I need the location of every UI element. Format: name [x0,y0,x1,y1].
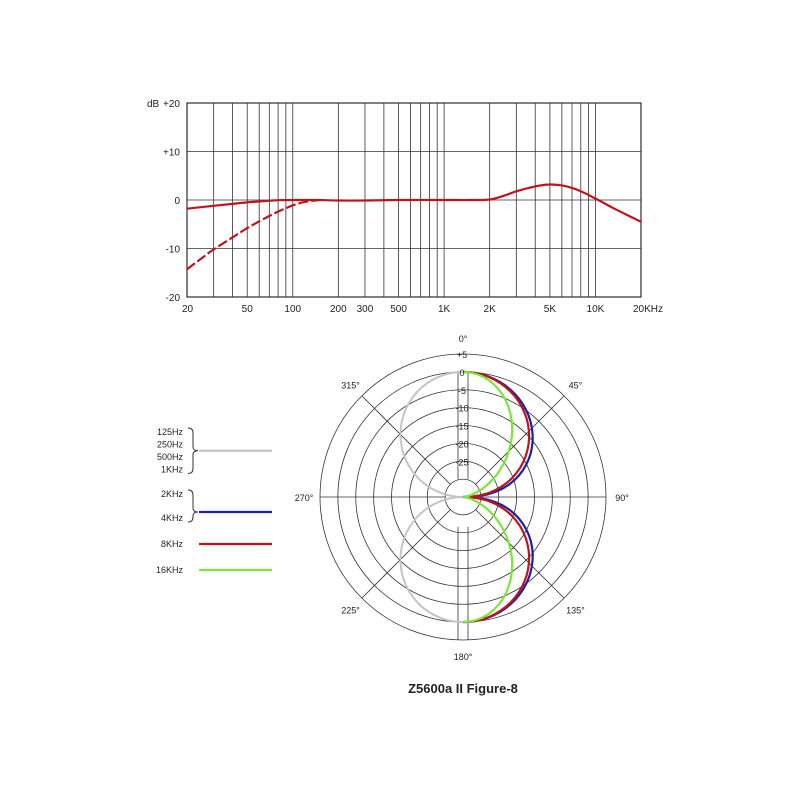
polar-spoke [361,395,451,485]
legend-label: 125Hz [157,427,184,437]
freq-x-tick-label: 1K [438,304,451,315]
legend-label: 1KHz [161,465,184,475]
freq-y-tick-label: -10 [166,245,181,256]
polar-pattern-chart: +5 0 -5 -10 -15 -20 -25 0° 45° 90° 135° 180° 225° 27… [295,334,630,662]
polar-angle-label: 270° [295,493,314,503]
freq-x-tick-label: 50 [242,304,254,315]
polar-legend: 125Hz 250Hz 500Hz 1KHz 2KHz 4KHz 8KHz 16KHz [156,427,272,575]
polar-angle-label: 0° [459,334,468,344]
polar-ring-label: 0 [459,368,464,378]
legend-label: 8KHz [161,539,184,549]
legend-entry: 16KHz [156,565,272,575]
freq-x-tick-label: 300 [357,304,374,315]
legend-label: 16KHz [156,565,184,575]
freq-y-tick-label: -20 [166,293,181,304]
polar-ring-label: +5 [457,350,467,360]
polar-ring-label: -20 [455,439,468,449]
polar-ring-label: -5 [458,386,466,396]
freq-x-tick-label: 500 [390,304,407,315]
legend-label: 500Hz [157,452,184,462]
freq-curve-rolloff-dashed [186,198,320,271]
polar-angle-label: 225° [341,605,360,615]
freq-curve-main [186,183,642,223]
legend-label: 4KHz [161,513,184,523]
polar-ring-label: -25 [455,457,468,467]
polar-spokes [320,371,606,640]
polar-angle-labels: 0° 45° 90° 135° 180° 225° 270° 315° [295,334,630,662]
freq-y-tick-label: +10 [163,148,180,159]
legend-label: 250Hz [157,440,184,450]
polar-spoke [475,395,565,485]
polar-curves [399,370,534,624]
polar-ring-label: -15 [455,422,468,432]
legend-label: 2KHz [161,489,184,499]
freq-y-tick-label: +20 [163,99,180,110]
polar-angle-label: 90° [615,493,629,503]
polar-ring-labels: +5 0 -5 -10 -15 -20 -25 [455,350,468,467]
freq-x-tick-label: 10K [587,304,605,315]
freq-x-tick-label: 20KHz [633,304,663,315]
polar-angle-label: 315° [341,381,360,391]
freq-ylabel: dB [147,99,160,110]
legend-bracket [187,427,199,474]
legend-entry: 2KHz 4KHz [161,489,272,523]
polar-spoke [361,509,451,599]
freq-x-tick-label: 20 [182,304,194,315]
legend-entry: 125Hz 250Hz 500Hz 1KHz [157,427,272,475]
polar-chart-title: Z5600a II Figure-8 [408,681,518,696]
polar-angle-label: 135° [566,605,585,615]
legend-bracket [187,489,199,523]
legend-entry: 8KHz [161,539,272,549]
freq-x-tick-label: 100 [284,304,301,315]
freq-x-tick-label: 2K [484,304,497,315]
polar-ring-label: -10 [455,404,468,414]
polar-angle-label: 180° [454,652,473,662]
polar-angle-label: 45° [569,381,583,391]
freq-x-tick-label: 200 [330,304,347,315]
freq-curves [186,183,642,271]
freq-x-tick-label: 5K [544,304,557,315]
freq-y-tick-label: 0 [174,196,180,207]
polar-spoke [475,509,565,599]
polar-curve-16khz [462,370,514,624]
